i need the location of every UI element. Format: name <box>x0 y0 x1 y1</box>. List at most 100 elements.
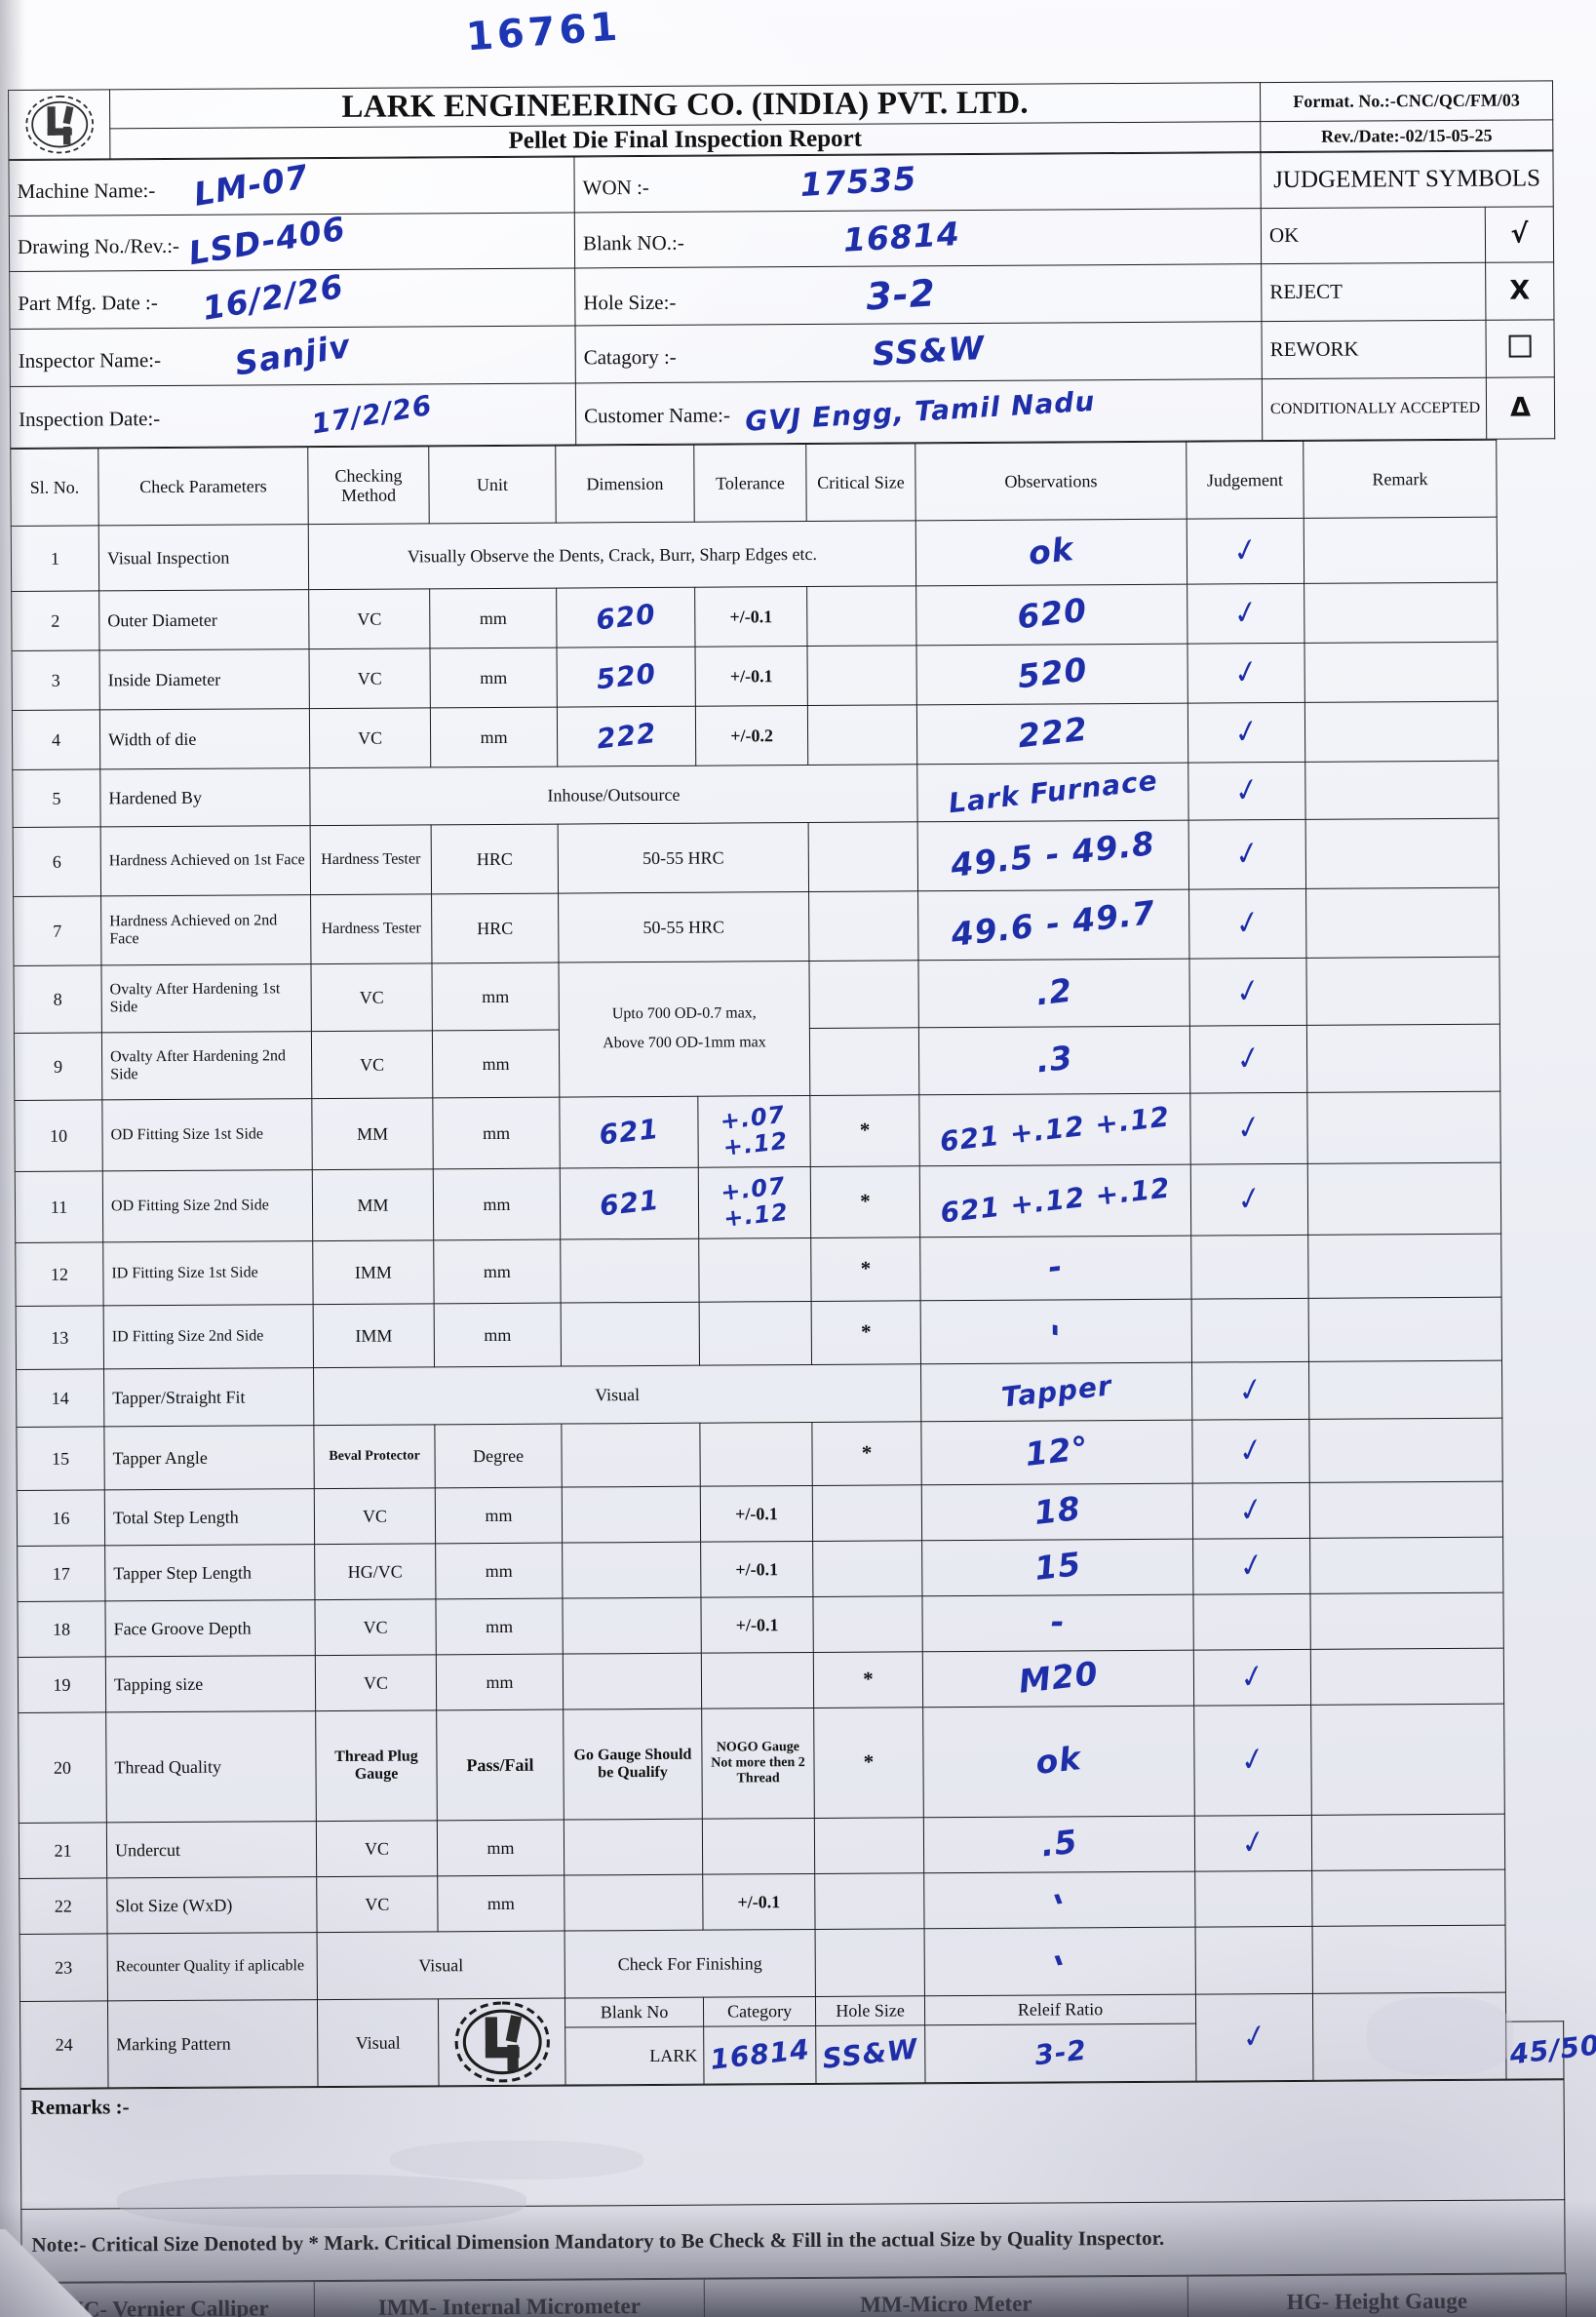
cell-dimension[interactable] <box>560 1238 700 1304</box>
cell-remark[interactable] <box>1307 1234 1502 1299</box>
cell-dimension[interactable] <box>564 1874 704 1932</box>
table-row[interactable]: 11 OD Fitting Size 2nd Side MM mm 621 +.… <box>15 1162 1558 1243</box>
cell-observation[interactable]: .3 <box>918 1026 1190 1095</box>
cell-remark[interactable] <box>1304 582 1498 644</box>
field-customer-name[interactable]: Customer Name:- GVJ Engg, Tamil Nadu <box>575 378 1263 445</box>
cell-observation[interactable]: 621 +.12 +.12 <box>919 1164 1191 1237</box>
cell-judgement[interactable]: ✓ <box>1191 1361 1309 1421</box>
cell-observation[interactable]: ok <box>922 1706 1195 1818</box>
cell-tolerance[interactable]: +.07 +.12 <box>697 1095 811 1168</box>
cell-remark[interactable] <box>1304 701 1499 763</box>
table-row[interactable]: 3 Inside Diameter VC mm 520 +/-0.1 520 ✓ <box>12 642 1555 711</box>
cell-observation[interactable]: ok <box>915 519 1187 586</box>
cell-dimension[interactable]: 620 <box>556 587 696 648</box>
cell-judgement[interactable] <box>1192 1593 1311 1651</box>
field-part-mfg-date[interactable]: Part Mfg. Date :- 16/2/26 <box>9 267 575 330</box>
cell-dimension[interactable] <box>563 1653 702 1710</box>
cell-judgement[interactable]: ✓ <box>1189 1092 1308 1165</box>
table-row[interactable]: 21 Undercut VC mm .5 ✓ <box>19 1814 1562 1879</box>
cell-remark[interactable] <box>1308 1418 1503 1483</box>
cell-observation[interactable]: 15 <box>921 1539 1193 1596</box>
cell-dimension[interactable] <box>562 1486 701 1544</box>
cell-judgement[interactable]: ✓ <box>1188 819 1306 890</box>
field-hole-size[interactable]: Hole Size:- 3-2 <box>574 263 1262 326</box>
cell-observation[interactable]: 49.5 - 49.8 <box>917 820 1189 891</box>
cell-dimension[interactable]: 222 <box>557 706 696 767</box>
cell-dimension[interactable]: 621 <box>560 1167 699 1240</box>
cell-observation[interactable]: - <box>919 1236 1192 1301</box>
cell-observation[interactable]: - <box>924 1927 1196 1996</box>
table-row[interactable]: 5 Hardened By Inhouse/Outsource Lark Fur… <box>12 761 1556 828</box>
field-machine-name[interactable]: Machine Name:- LM-07 <box>8 156 575 216</box>
table-row[interactable]: 6 Hardness Achieved on 1st Face Hardness… <box>13 818 1556 897</box>
cell-remark[interactable] <box>1309 1592 1504 1650</box>
cell-observation[interactable]: 621 +.12 +.12 <box>918 1093 1191 1166</box>
cell-remark[interactable] <box>1308 1297 1502 1362</box>
cell-dimension[interactable]: 520 <box>557 647 696 708</box>
cell-judgement[interactable]: ✓ <box>1187 702 1305 764</box>
table-row[interactable]: 1 Visual Inspection Visually Observe the… <box>11 517 1554 592</box>
cell-tolerance[interactable]: +.07 +.12 <box>698 1166 811 1239</box>
cell-judgement[interactable]: ✓ <box>1187 583 1304 645</box>
cell-judgement[interactable] <box>1190 1235 1309 1300</box>
cell-remark[interactable] <box>1310 1648 1504 1706</box>
cell-remark[interactable] <box>1304 517 1498 584</box>
table-row[interactable]: 13 ID Fitting Size 2nd Side IMM mm * - <box>16 1297 1559 1370</box>
cell-observation[interactable]: M20 <box>922 1650 1194 1708</box>
table-row[interactable]: 8 Ovalty After Hardening 1st Side VC mm … <box>13 957 1557 1098</box>
table-row[interactable]: 14 Tapper/Straight Fit Visual Tapper ✓ <box>16 1360 1560 1428</box>
cell-judgement[interactable]: ✓ <box>1191 1419 1310 1484</box>
cell-dimension[interactable] <box>562 1542 701 1599</box>
field-drawing-no[interactable]: Drawing No./Rev.:- LSD-406 <box>9 210 575 273</box>
cell-judgement[interactable]: ✓ <box>1192 1538 1310 1595</box>
cell-tolerance[interactable] <box>702 1818 815 1875</box>
table-row[interactable]: 12 ID Fitting Size 1st Side IMM mm * - <box>15 1234 1559 1307</box>
cell-observation[interactable]: 222 <box>916 703 1188 765</box>
cell-judgement[interactable]: ✓ <box>1187 762 1306 821</box>
cell-dimension[interactable]: 621 <box>559 1096 699 1169</box>
cell-dimension[interactable] <box>564 1819 703 1876</box>
cell-observation[interactable]: 520 <box>915 644 1188 705</box>
cell-remark[interactable] <box>1312 1925 1506 1994</box>
cell-observation[interactable]: - <box>921 1594 1194 1652</box>
cell-tolerance[interactable] <box>699 1301 812 1366</box>
cell-observation[interactable]: - <box>923 1871 1196 1929</box>
cell-remark[interactable] <box>1306 1091 1501 1164</box>
cell-judgement[interactable]: ✓ <box>1187 643 1305 704</box>
cell-remark[interactable] <box>1310 1704 1505 1816</box>
field-blank-no[interactable]: Blank NO.:- 16814 <box>574 208 1262 268</box>
table-row[interactable]: 4 Width of die VC mm 222 +/-0.2 222 ✓ <box>12 701 1555 770</box>
cell-judgement[interactable]: ✓ <box>1190 1163 1308 1237</box>
cell-observation[interactable]: 18 <box>921 1483 1193 1541</box>
field-inspector-name[interactable]: Inspector Name:- Sanjiv <box>9 325 576 387</box>
cell-remark[interactable] <box>1306 1024 1500 1093</box>
table-row[interactable]: 22 Slot Size (WxD) VC mm +/-0.1 - <box>19 1869 1563 1935</box>
cell-judgement[interactable]: ✓ <box>1187 518 1304 585</box>
table-row[interactable]: 16 Total Step Length VC mm +/-0.1 18 ✓ <box>17 1481 1560 1547</box>
cell-judgement[interactable]: ✓ <box>1194 1815 1312 1872</box>
cell-judgement[interactable] <box>1195 1926 1313 1995</box>
cell-tolerance[interactable] <box>699 1422 813 1487</box>
cell-judgement[interactable]: ✓ <box>1188 888 1306 960</box>
cell-dimension[interactable] <box>561 1302 700 1367</box>
cell-judgement[interactable] <box>1194 1870 1313 1928</box>
field-inspection-date[interactable]: Inspection Date:- 17/2/26 <box>10 382 576 449</box>
cell-observation[interactable]: Tapper <box>920 1362 1192 1422</box>
cell-observation[interactable]: 49.6 - 49.7 <box>917 889 1189 961</box>
table-row[interactable]: 17 Tapper Step Length HG/VC mm +/-0.1 15… <box>17 1537 1561 1602</box>
cell-remark[interactable] <box>1307 1162 1501 1236</box>
cell-remark[interactable] <box>1305 957 1500 1026</box>
marking-value-hole-size[interactable]: 3-2 <box>924 2023 1196 2083</box>
cell-judgement[interactable]: ✓ <box>1192 1482 1310 1540</box>
cell-remark[interactable] <box>1312 1992 1506 2081</box>
marking-value-releif-ratio[interactable]: 45/50 <box>1505 2021 1596 2080</box>
cell-judgement[interactable]: ✓ <box>1193 1649 1311 1707</box>
cell-tolerance[interactable] <box>701 1652 814 1709</box>
cell-dimension[interactable] <box>562 1597 702 1655</box>
field-won[interactable]: WON :- 17535 <box>573 152 1262 213</box>
table-row[interactable]: 10 OD Fitting Size 1st Side MM mm 621 +.… <box>14 1091 1558 1172</box>
cell-observation[interactable]: Lark Furnace <box>916 763 1189 822</box>
marking-value-blank-no[interactable]: 16814 <box>703 2025 817 2085</box>
table-row[interactable]: 20 Thread Quality Thread Plug Gauge Pass… <box>18 1704 1563 1824</box>
cell-remark[interactable] <box>1305 887 1499 959</box>
